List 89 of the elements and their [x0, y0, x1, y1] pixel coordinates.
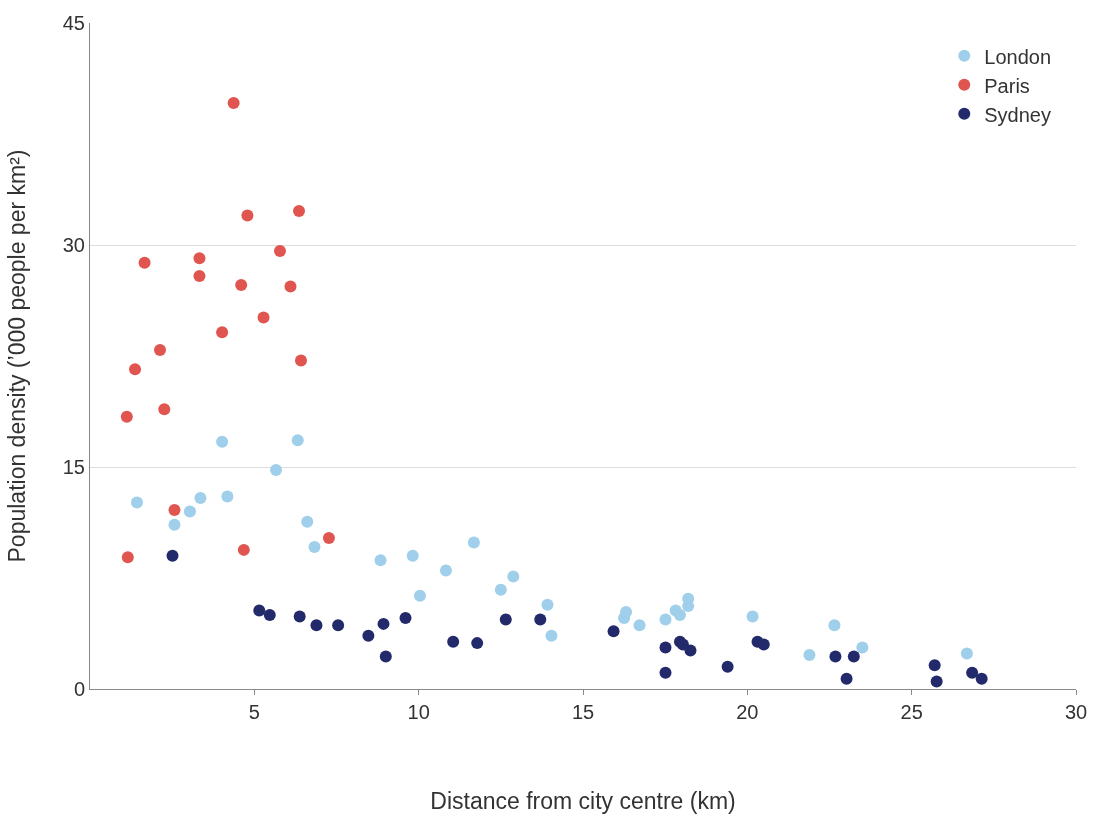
point: [471, 637, 484, 650]
y-tick-label: 30: [62, 234, 85, 256]
point: [241, 209, 254, 222]
x-tick-label: 25: [900, 701, 923, 723]
x-tick-label: 20: [736, 701, 759, 723]
point: [168, 518, 181, 531]
point: [221, 490, 234, 503]
point: [607, 625, 620, 638]
point: [541, 598, 554, 611]
point: [293, 610, 306, 623]
point: [158, 403, 171, 416]
point: [121, 551, 134, 564]
point: [847, 650, 860, 663]
point: [138, 256, 151, 269]
point: [183, 505, 196, 518]
point: [659, 641, 672, 654]
y-tick-label: 0: [73, 678, 85, 700]
point: [216, 435, 229, 448]
y-axis-title: Population density (’000 people per km²): [4, 149, 31, 563]
point: [257, 311, 270, 324]
point: [803, 648, 816, 661]
x-tick-label: 10: [407, 701, 430, 723]
point: [659, 613, 672, 626]
x-tick-label: 15: [571, 701, 595, 723]
point: [975, 672, 988, 685]
point: [291, 434, 304, 447]
point: [193, 252, 206, 265]
point: [129, 363, 142, 376]
point: [374, 554, 387, 567]
point: [545, 629, 558, 642]
point: [227, 96, 240, 109]
point: [494, 583, 507, 596]
point: [193, 270, 206, 283]
point: [447, 635, 460, 648]
point: [284, 280, 297, 293]
point: [507, 570, 520, 583]
point: [684, 644, 697, 657]
point: [301, 515, 314, 528]
legend-label: Sydney: [984, 103, 1051, 126]
point: [499, 613, 512, 626]
point: [362, 629, 375, 642]
point: [322, 532, 335, 545]
point: [293, 204, 306, 217]
point: [270, 463, 283, 476]
point: [467, 536, 480, 549]
point: [840, 672, 853, 685]
point: [308, 540, 321, 553]
point: [168, 503, 181, 516]
x-tick-label: 5: [248, 701, 260, 723]
point: [377, 617, 390, 630]
point: [273, 244, 286, 257]
point: [746, 610, 759, 623]
x-axis-title: Distance from city centre (km): [430, 787, 736, 814]
point: [216, 326, 229, 339]
point: [757, 638, 770, 651]
point: [930, 675, 943, 688]
point: [310, 619, 323, 632]
point: [928, 659, 941, 672]
point: [263, 609, 276, 621]
legend-label: London: [984, 45, 1052, 68]
point: [237, 543, 250, 556]
point: [332, 619, 345, 632]
y-tick-label: 15: [62, 456, 85, 478]
point: [966, 666, 979, 679]
point: [166, 549, 179, 562]
point: [534, 613, 547, 626]
point: [659, 666, 672, 679]
point: [829, 650, 842, 663]
point: [194, 492, 207, 505]
point: [856, 641, 869, 654]
point: [379, 650, 392, 663]
point: [295, 354, 307, 367]
x-tick-label: 30: [1064, 701, 1088, 723]
point: [673, 609, 686, 621]
point: [633, 619, 646, 632]
point: [253, 604, 266, 617]
point: [828, 619, 841, 632]
point: [235, 278, 248, 291]
point: [413, 589, 426, 602]
y-tick-label: 45: [62, 12, 85, 34]
point: [120, 410, 133, 423]
point: [131, 496, 143, 509]
point: [721, 660, 734, 673]
point: [439, 564, 452, 577]
point: [960, 647, 973, 660]
point: [399, 611, 412, 624]
legend-label: Paris: [984, 74, 1030, 97]
point: [406, 549, 419, 562]
point: [154, 344, 167, 357]
